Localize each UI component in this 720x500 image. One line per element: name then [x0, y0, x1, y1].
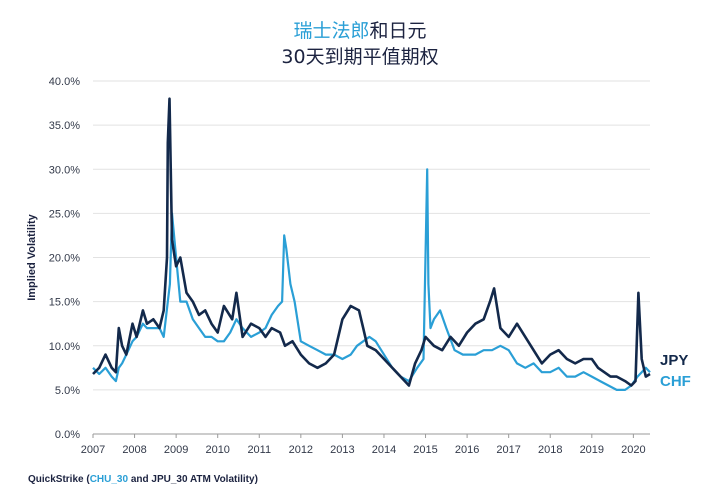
y-tick-label: 20.0%	[49, 253, 80, 265]
x-tick-label: 2017	[496, 444, 520, 456]
y-tick-label: 30.0%	[49, 164, 80, 176]
series-lines	[92, 97, 651, 391]
y-tick-label: 15.0%	[49, 297, 80, 309]
x-tick-label: 2008	[122, 444, 146, 456]
y-axis-label: Implied Volatility	[26, 213, 38, 300]
x-tick-label: 2013	[330, 444, 354, 456]
y-tick-label: 25.0%	[49, 208, 80, 220]
legend-label-chf: CHF	[660, 373, 691, 390]
x-tick-label: 2010	[205, 444, 229, 456]
x-axis: 2007 2008 2009 2010 2011 2012 2013 2014 2015 2016…	[81, 434, 646, 456]
x-tick-label: 2018	[538, 444, 562, 456]
x-tick-label: 2009	[164, 444, 188, 456]
series-line-chf	[92, 168, 651, 391]
legend: JPY CHF	[660, 352, 691, 390]
x-tick-label: 2015	[413, 444, 437, 456]
x-tick-label: 2019	[580, 444, 604, 456]
x-tick-label: 2012	[289, 444, 313, 456]
series-line-jpy	[92, 97, 651, 387]
chart-title: 瑞士法郎和日元 30天到期平值期权	[0, 18, 720, 70]
source-note: QuickStrike (CHU_30 and JPU_30 ATM Volat…	[28, 474, 258, 485]
x-tick-label: 2016	[455, 444, 479, 456]
source-highlight: CHU_30	[89, 474, 129, 485]
y-tick-label: 40.0%	[49, 76, 80, 88]
title-line1-dark: 和日元	[369, 20, 427, 42]
y-tick-label: 35.0%	[49, 120, 80, 132]
y-tick-label: 5.0%	[55, 385, 80, 397]
legend-label-jpy: JPY	[660, 352, 688, 369]
y-axis: 0.0% 5.0% 10.0% 15.0% 20.0% 25.0% 30.0% 35.0% 40…	[49, 76, 80, 441]
source-prefix: QuickStrike (	[28, 474, 90, 485]
x-tick-label: 2020	[621, 444, 645, 456]
y-tick-label: 10.0%	[49, 341, 80, 353]
title-line2: 30天到期平值期权	[281, 46, 439, 68]
x-tick-label: 2011	[247, 444, 271, 456]
gridlines	[93, 80, 650, 435]
x-tick-label: 2014	[372, 444, 396, 456]
x-tick-label: 2007	[81, 444, 105, 456]
title-line1-cyan: 瑞士法郎	[293, 20, 370, 42]
y-tick-label: 0.0%	[55, 429, 80, 441]
source-suffix: and JPU_30 ATM Volatility)	[128, 474, 258, 485]
